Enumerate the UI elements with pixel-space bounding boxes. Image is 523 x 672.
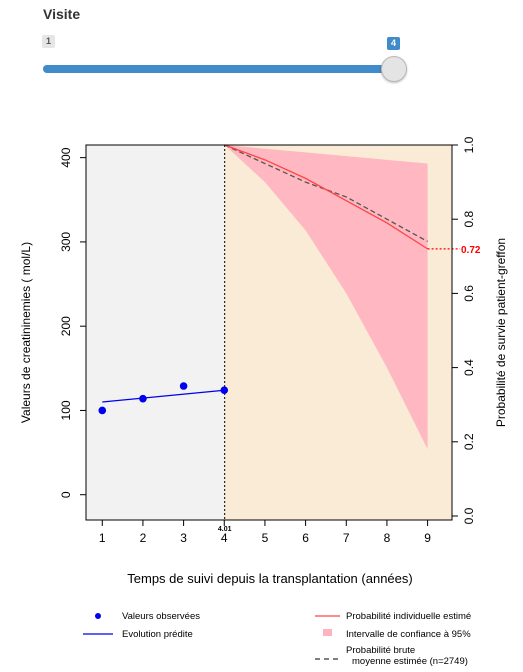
legend-ci-label: Intervalle de confiance à 95% (346, 629, 471, 640)
y-left-tick-label: 300 (59, 232, 73, 252)
x-tick-label: 7 (343, 531, 350, 545)
past-region-bg (86, 145, 225, 520)
confidence-band (224, 145, 428, 450)
x-tick-label: 2 (140, 531, 147, 545)
legend-crude-label-2: moyenne estimée (n=2749) (352, 656, 468, 667)
y-left-tick-label: 100 (59, 400, 73, 420)
legend-observed-marker (95, 613, 101, 619)
y-right-tick-label: 0.4 (462, 359, 476, 376)
observed-point (220, 386, 229, 395)
observed-point (139, 394, 147, 403)
slider-handle[interactable] (381, 56, 407, 82)
survival-chart: 0.72 1 2 3 4 5 6 7 8 9 4.01 0 100 200 300 400 0.0 0.2 0.4 0… (19, 136, 508, 667)
legend-predicted-label: Evolution prédite (122, 629, 193, 640)
y-left-axis-label: Valeurs de creatininemies ( mol/L) (19, 242, 33, 423)
plot-frame (85, 144, 453, 521)
legend-crude-label: Probabilité brute (346, 645, 415, 656)
x-axis-label: Temps de suivi depuis la transplantation… (127, 571, 412, 586)
observed-point (98, 406, 107, 415)
y-right-axis-label: Probabilité de survie patient-greffon (494, 238, 508, 427)
y-right-tick-label: 0.8 (462, 211, 476, 228)
slider-track-fill[interactable] (43, 65, 393, 73)
crude-survival-line (224, 144, 428, 243)
legend-ci-marker (323, 629, 332, 636)
x-tick-label: 8 (384, 531, 391, 545)
legend-observed-label: Valeurs observées (122, 611, 200, 622)
legend-individual-label: Probabilité individuelle estimé (346, 611, 471, 622)
slider-label: Visite (43, 6, 81, 22)
y-left-tick-label: 400 (59, 147, 73, 167)
y-left-tick-label: 0 (59, 491, 73, 498)
x-tick-label: 9 (424, 531, 431, 545)
y-right-tick-label: 0.6 (462, 285, 476, 302)
cutoff-label: 4.01 (218, 526, 232, 533)
visit-slider[interactable]: Visite 1 4 (0, 0, 523, 100)
y-right-tick-label: 0.2 (462, 433, 476, 450)
observed-point (179, 382, 188, 390)
x-tick-label: 6 (302, 531, 309, 545)
x-tick-label: 4 (221, 531, 228, 545)
x-tick-label: 1 (99, 531, 106, 545)
y-left-tick-label: 200 (59, 316, 73, 336)
predicted-line (102, 389, 225, 403)
individual-survival-line (224, 144, 428, 250)
y-right-tick-label: 0.0 (462, 507, 476, 524)
slider-min-badge: 1 (42, 35, 56, 48)
slider-value-badge: 4 (387, 37, 401, 50)
end-value-label: 0.72 (461, 245, 481, 256)
x-tick-label: 3 (180, 531, 187, 545)
x-tick-label: 5 (262, 531, 269, 545)
y-right-tick-label: 1.0 (462, 136, 476, 153)
